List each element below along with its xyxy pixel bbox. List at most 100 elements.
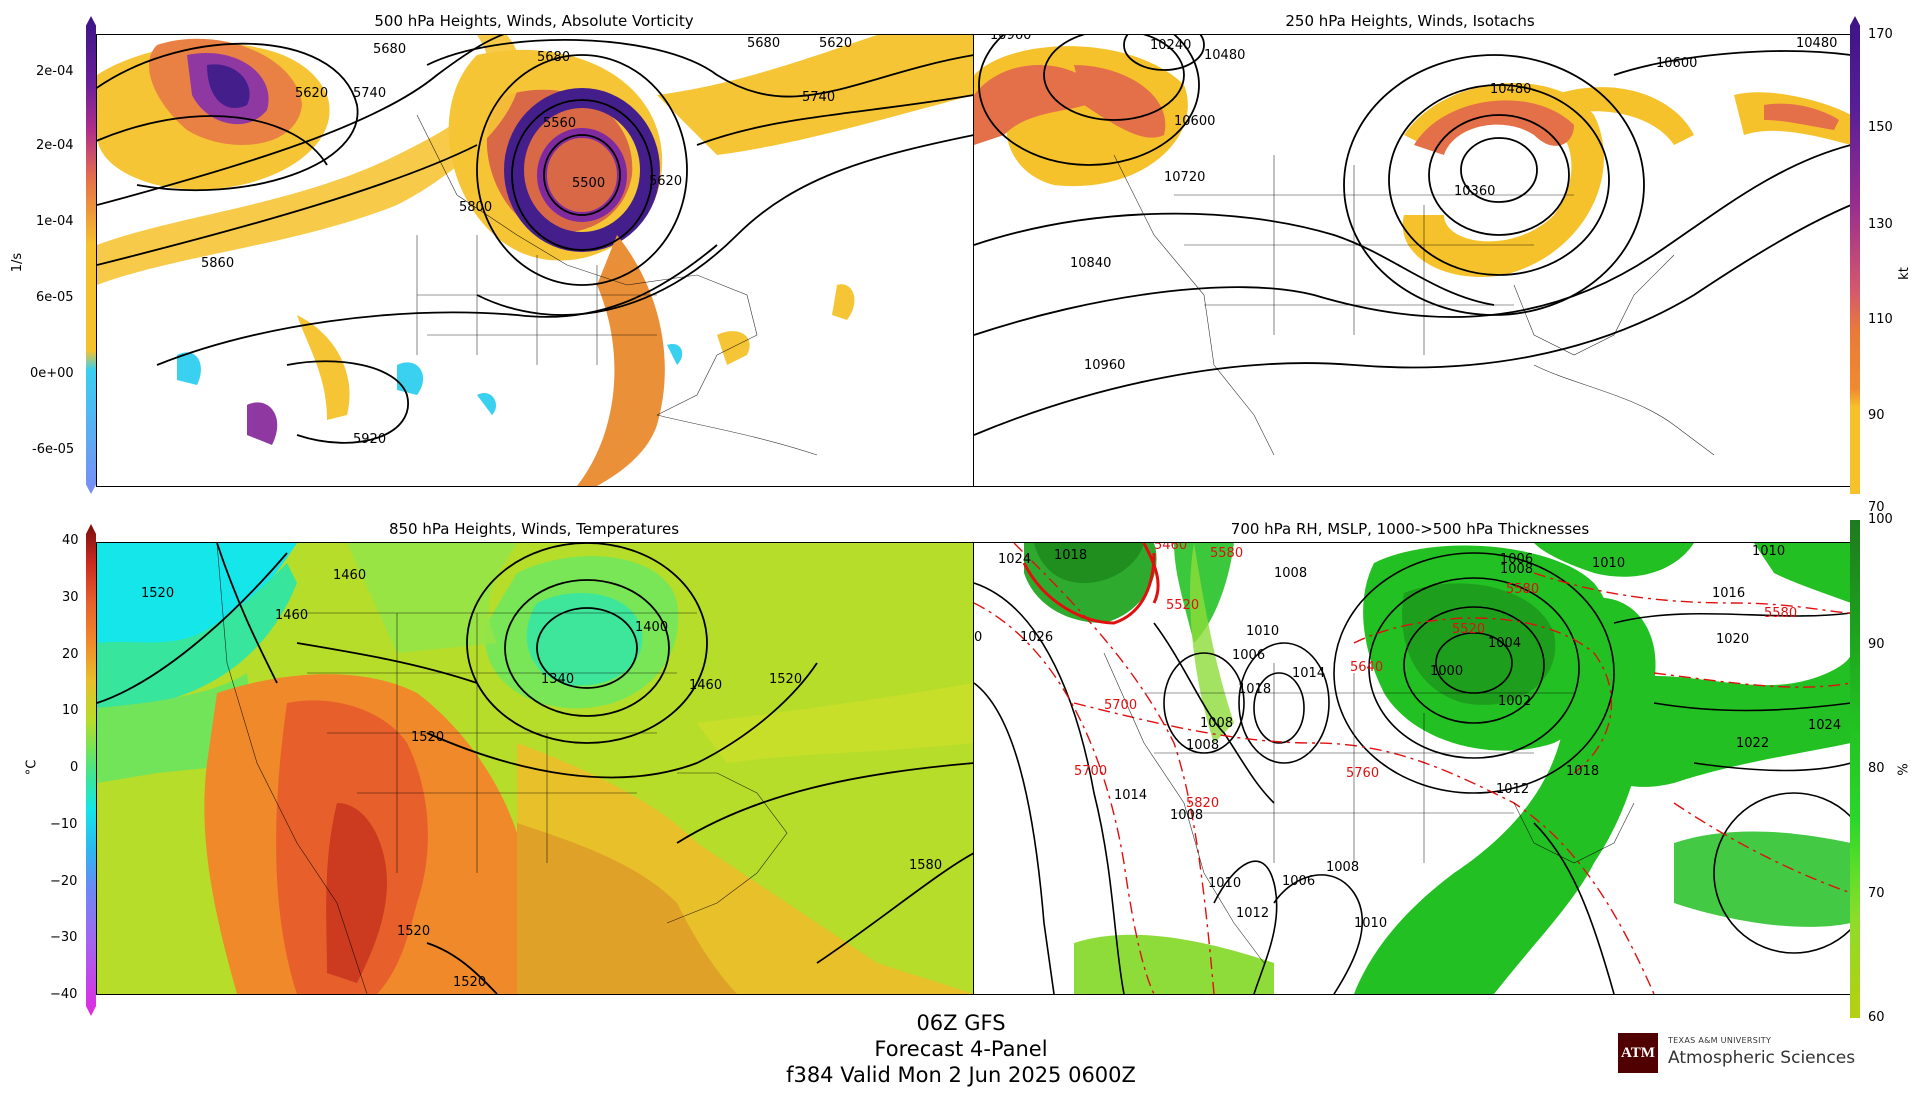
contour-label: 1000 xyxy=(1430,664,1463,679)
contour-label: 5680 xyxy=(537,50,570,65)
panel-title-250hpa: 250 hPa Heights, Winds, Isotachs xyxy=(1285,12,1535,30)
contour-label: 5680 xyxy=(373,42,406,57)
contour-label: 1460 xyxy=(333,568,366,583)
colorbar-unit: kt xyxy=(1896,267,1912,280)
contour-label: 1024 xyxy=(1808,718,1841,733)
tamu-logo-text: ATM xyxy=(1621,1044,1655,1061)
contour-label: 1010 xyxy=(1592,556,1625,571)
contour-label: 1002 xyxy=(1498,694,1531,709)
panel-title-500hpa: 500 hPa Heights, Winds, Absolute Vortici… xyxy=(374,12,694,30)
contour-label: 1006 xyxy=(1500,552,1533,567)
contour-label: 10600 xyxy=(1656,56,1697,71)
contour-label: 1018 xyxy=(1054,548,1087,563)
contour-label: 1010 xyxy=(1752,544,1785,559)
contour-label: 0 xyxy=(974,630,982,645)
colorbar-unit: % xyxy=(1896,763,1912,776)
contour-label: 10480 xyxy=(1490,82,1531,97)
colorbar-tick: −30 xyxy=(50,930,78,945)
thickness-label: 5580 xyxy=(1506,582,1539,597)
colorbar-tick: 70 xyxy=(1868,886,1885,901)
contour-label: 1580 xyxy=(909,858,942,873)
contour-label: 10600 xyxy=(1174,114,1215,129)
university-name: TEXAS A&M UNIVERSITY xyxy=(1668,1036,1772,1045)
colorbar-tick: 20 xyxy=(62,647,79,662)
contour-label: 1020 xyxy=(1716,632,1749,647)
contour-label: 5560 xyxy=(543,116,576,131)
contour-label: 5860 xyxy=(201,256,234,271)
contour-label: 5920 xyxy=(353,432,386,447)
contour-label: 1006 xyxy=(1282,874,1315,889)
colorbar-tick: 2e-04 xyxy=(36,138,74,153)
contour-label: 1010 xyxy=(1208,876,1241,891)
contour-label: 1018 xyxy=(1238,682,1271,697)
colorbar-tick: 0 xyxy=(70,760,79,775)
thickness-label: 5640 xyxy=(1350,660,1383,675)
colorbar-tick: 170 xyxy=(1868,27,1893,42)
colorbar-tick: 0e+00 xyxy=(30,366,74,381)
contour-label: 5740 xyxy=(353,86,386,101)
department-name: Atmospheric Sciences xyxy=(1668,1048,1856,1068)
colorbar-tick: 90 xyxy=(1868,637,1885,652)
contour-label: 1460 xyxy=(275,608,308,623)
contour-label: 1014 xyxy=(1292,666,1325,681)
contour-label: 10480 xyxy=(1204,48,1245,63)
contour-label: 5800 xyxy=(459,200,492,215)
panel-title-700hpa: 700 hPa RH, MSLP, 1000->500 hPa Thicknes… xyxy=(1230,520,1590,538)
tamu-logo-mark: ATM xyxy=(1618,1033,1658,1073)
colorbar-tick: 130 xyxy=(1868,217,1893,232)
contour-label: 1008 xyxy=(1200,716,1233,731)
contour-label: 5680 xyxy=(747,36,780,51)
colorbar-tick: −20 xyxy=(50,874,78,889)
thickness-label: 5820 xyxy=(1186,796,1219,811)
colorbar-tick: 30 xyxy=(62,590,79,605)
contour-label: 1014 xyxy=(1114,788,1147,803)
contour-label: 1006 xyxy=(1232,648,1265,663)
contour-label: 1012 xyxy=(1236,906,1269,921)
contour-label: 1012 xyxy=(1496,782,1529,797)
colorbar-tick: 80 xyxy=(1868,761,1885,776)
thickness-label: 5700 xyxy=(1074,764,1107,779)
colorbar-tick: -6e-05 xyxy=(32,442,75,457)
contour-label: 1400 xyxy=(635,620,668,635)
contour-label: 1018 xyxy=(1566,764,1599,779)
colorbar-isotachs xyxy=(1850,16,1860,494)
colorbar-tick: 40 xyxy=(62,533,79,548)
colorbar-tick: 2e-04 xyxy=(36,64,74,79)
contour-label: 1004 xyxy=(1488,636,1521,651)
contour-label: 1026 xyxy=(1020,630,1053,645)
thickness-label: 5580 xyxy=(1210,546,1243,561)
contour-label: 5620 xyxy=(649,174,682,189)
colorbar-unit: 1/s xyxy=(10,252,26,273)
colorbar-tick: 90 xyxy=(1868,408,1885,423)
thickness-label: 5520 xyxy=(1166,598,1199,613)
colorbar-tick: 6e-05 xyxy=(36,290,74,305)
contour-label: 10960 xyxy=(1084,358,1125,373)
contour-label: 5620 xyxy=(819,36,852,51)
map-700hpa-rh: 1018 1024 1026 1008 1010 1014 1008 1006 … xyxy=(973,542,1852,995)
colorbar-rh xyxy=(1850,520,1860,1018)
colorbar-tick: 110 xyxy=(1868,312,1893,327)
map-500hpa-vorticity: 5680 5620 5740 5680 5560 5500 5620 5680 … xyxy=(96,34,975,487)
contour-label: 1008 xyxy=(1326,860,1359,875)
thickness-label: 5760 xyxy=(1346,766,1379,781)
colorbar-temps xyxy=(86,524,96,1016)
colorbar-tick: 1e-04 xyxy=(36,214,74,229)
footer-valid-time: f384 Valid Mon 2 Jun 2025 0600Z xyxy=(786,1063,1136,1087)
colorbar-tick: 100 xyxy=(1868,512,1893,527)
contour-label: 10720 xyxy=(1164,170,1205,185)
contour-label: 10960 xyxy=(990,35,1031,43)
thickness-label: 5700 xyxy=(1104,698,1137,713)
contour-label: 1010 xyxy=(1354,916,1387,931)
colorbar-vorticity xyxy=(86,16,96,494)
contour-label: 1520 xyxy=(397,924,430,939)
contour-label: 1008 xyxy=(1274,566,1307,581)
thickness-label: 5460 xyxy=(1154,543,1187,553)
contour-label: 1520 xyxy=(769,672,802,687)
footer-model: 06Z GFS xyxy=(916,1011,1006,1035)
contour-label: 5620 xyxy=(295,86,328,101)
colorbar-tick: 60 xyxy=(1868,1010,1885,1025)
contour-label: 10480 xyxy=(1796,36,1837,51)
colorbar-tick: −40 xyxy=(50,987,78,1002)
colorbar-tick: 10 xyxy=(62,703,79,718)
contour-label: 1520 xyxy=(453,975,486,990)
